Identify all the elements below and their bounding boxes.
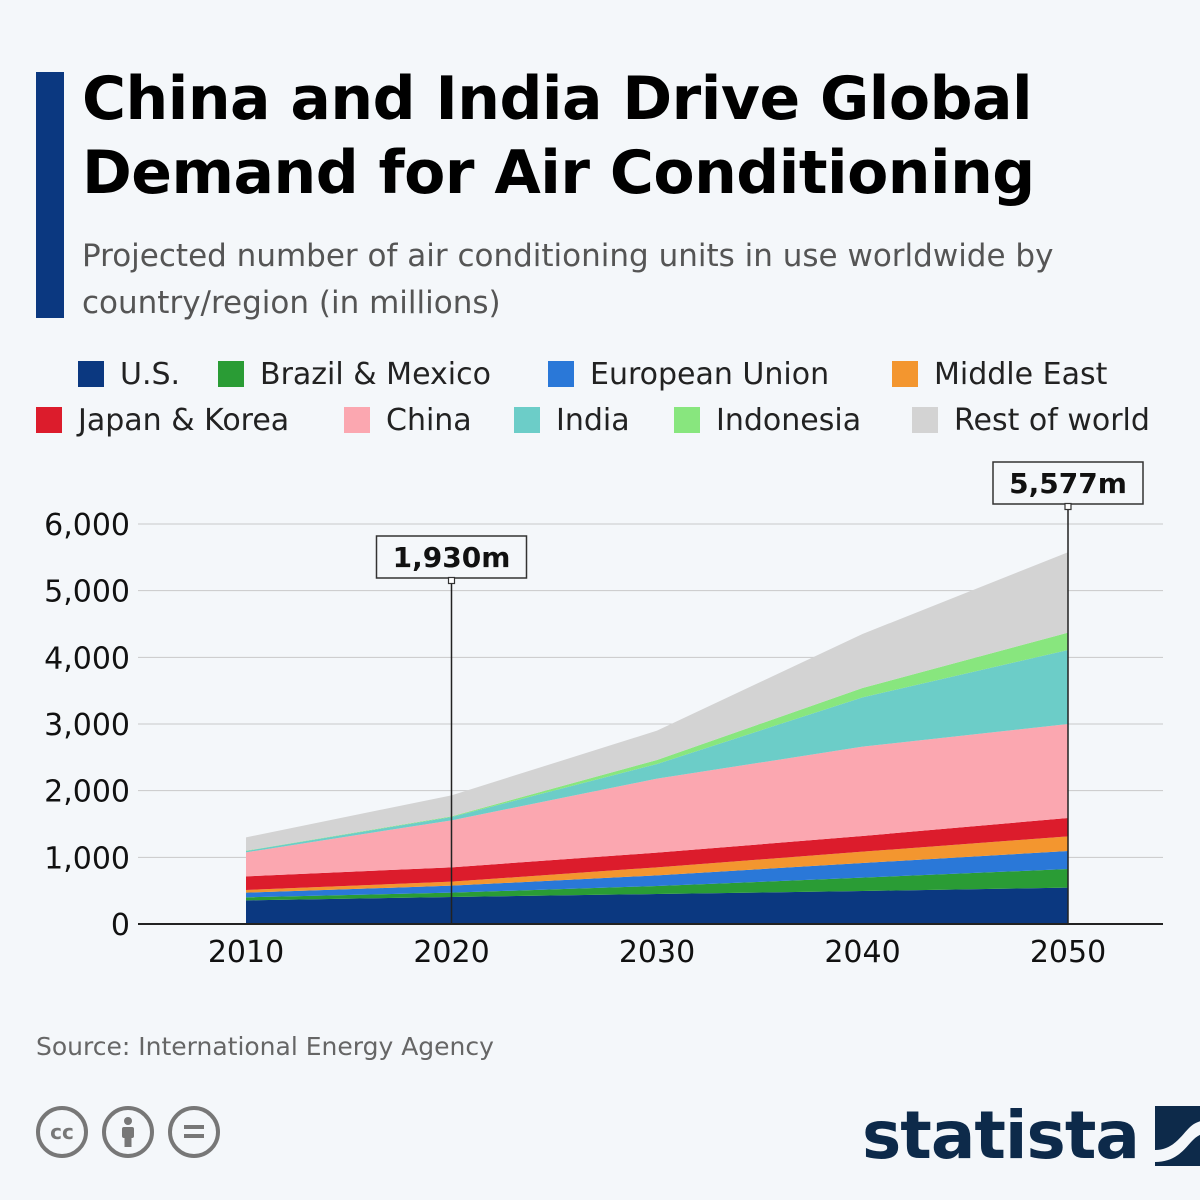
legend-label: European Union xyxy=(590,356,830,392)
legend-swatch xyxy=(674,407,700,433)
statista-logo: statista xyxy=(862,1098,1200,1174)
legend-swatch xyxy=(36,407,62,433)
stacked-area-chart: 0 1,000 2,000 3,000 4,000 5,000 6,000 2010 2020 2… xyxy=(44,461,1163,970)
legend-item-us: U.S. xyxy=(78,352,180,396)
annotation-marker xyxy=(447,576,456,585)
annotation-label: 5,577m xyxy=(1009,467,1127,500)
legend-swatch xyxy=(548,361,574,387)
legend-item-china: China xyxy=(344,398,472,442)
y-tick-label: 1,000 xyxy=(44,841,130,876)
legend-swatch xyxy=(912,407,938,433)
legend-item-india: India xyxy=(514,398,630,442)
x-tick-label: 2030 xyxy=(619,935,695,970)
legend-item-indonesia: Indonesia xyxy=(674,398,861,442)
y-tick-label: 0 xyxy=(111,908,130,943)
legend-label: India xyxy=(556,402,630,438)
legend-item-rest-of-world: Rest of world xyxy=(912,398,1150,442)
creative-commons-icon: cc xyxy=(36,1106,88,1158)
legend-item-japan-korea: Japan & Korea xyxy=(36,398,289,442)
legend-swatch xyxy=(514,407,540,433)
statista-logo-icon xyxy=(1154,1106,1200,1166)
legend-item-eu: European Union xyxy=(548,352,829,396)
legend: U.S. Brazil & Mexico European Union Midd… xyxy=(36,352,1176,446)
x-tick-label: 2020 xyxy=(413,935,489,970)
area-india xyxy=(246,650,1068,853)
area-rest-of-world xyxy=(246,552,1068,851)
legend-item-brazil-mexico: Brazil & Mexico xyxy=(218,352,491,396)
attribution-icon xyxy=(102,1106,154,1158)
y-tick-label: 4,000 xyxy=(44,641,130,676)
license-icons: cc xyxy=(36,1106,220,1158)
x-tick-label: 2040 xyxy=(824,935,900,970)
title-accent-bar xyxy=(36,72,64,318)
total-annotation: 1,930m xyxy=(375,535,528,924)
y-tick-label: 6,000 xyxy=(44,508,130,543)
legend-label: U.S. xyxy=(120,356,181,392)
y-tick-label: 2,000 xyxy=(44,775,130,810)
logo-wordmark: statista xyxy=(862,1097,1140,1174)
legend-item-middle-east: Middle East xyxy=(892,352,1107,396)
legend-swatch xyxy=(218,361,244,387)
area-middle-east xyxy=(246,836,1068,893)
source-note: Source: International Energy Agency xyxy=(36,1032,494,1061)
legend-swatch xyxy=(892,361,918,387)
total-annotation: 5,577m xyxy=(992,461,1144,924)
legend-label: Rest of world xyxy=(954,402,1150,438)
chart-title: China and India Drive Global Demand for … xyxy=(82,64,1035,208)
area-brazil-mexico xyxy=(246,869,1068,901)
annotation-label: 1,930m xyxy=(393,541,511,574)
legend-label: Indonesia xyxy=(716,402,862,438)
no-derivatives-icon xyxy=(168,1106,220,1158)
legend-swatch xyxy=(344,407,370,433)
legend-label: Middle East xyxy=(934,356,1108,392)
annotation-box xyxy=(992,461,1144,505)
x-tick-label: 2010 xyxy=(208,935,284,970)
legend-swatch xyxy=(78,361,104,387)
chart-subtitle: Projected number of air conditioning uni… xyxy=(82,238,1054,321)
x-tick-label: 2050 xyxy=(1030,935,1106,970)
legend-label: Brazil & Mexico xyxy=(260,356,491,392)
y-tick-label: 3,000 xyxy=(44,708,130,743)
y-tick-label: 5,000 xyxy=(44,575,130,610)
legend-label: China xyxy=(386,402,472,438)
annotation-marker xyxy=(1064,502,1072,511)
legend-label: Japan & Korea xyxy=(78,402,290,438)
